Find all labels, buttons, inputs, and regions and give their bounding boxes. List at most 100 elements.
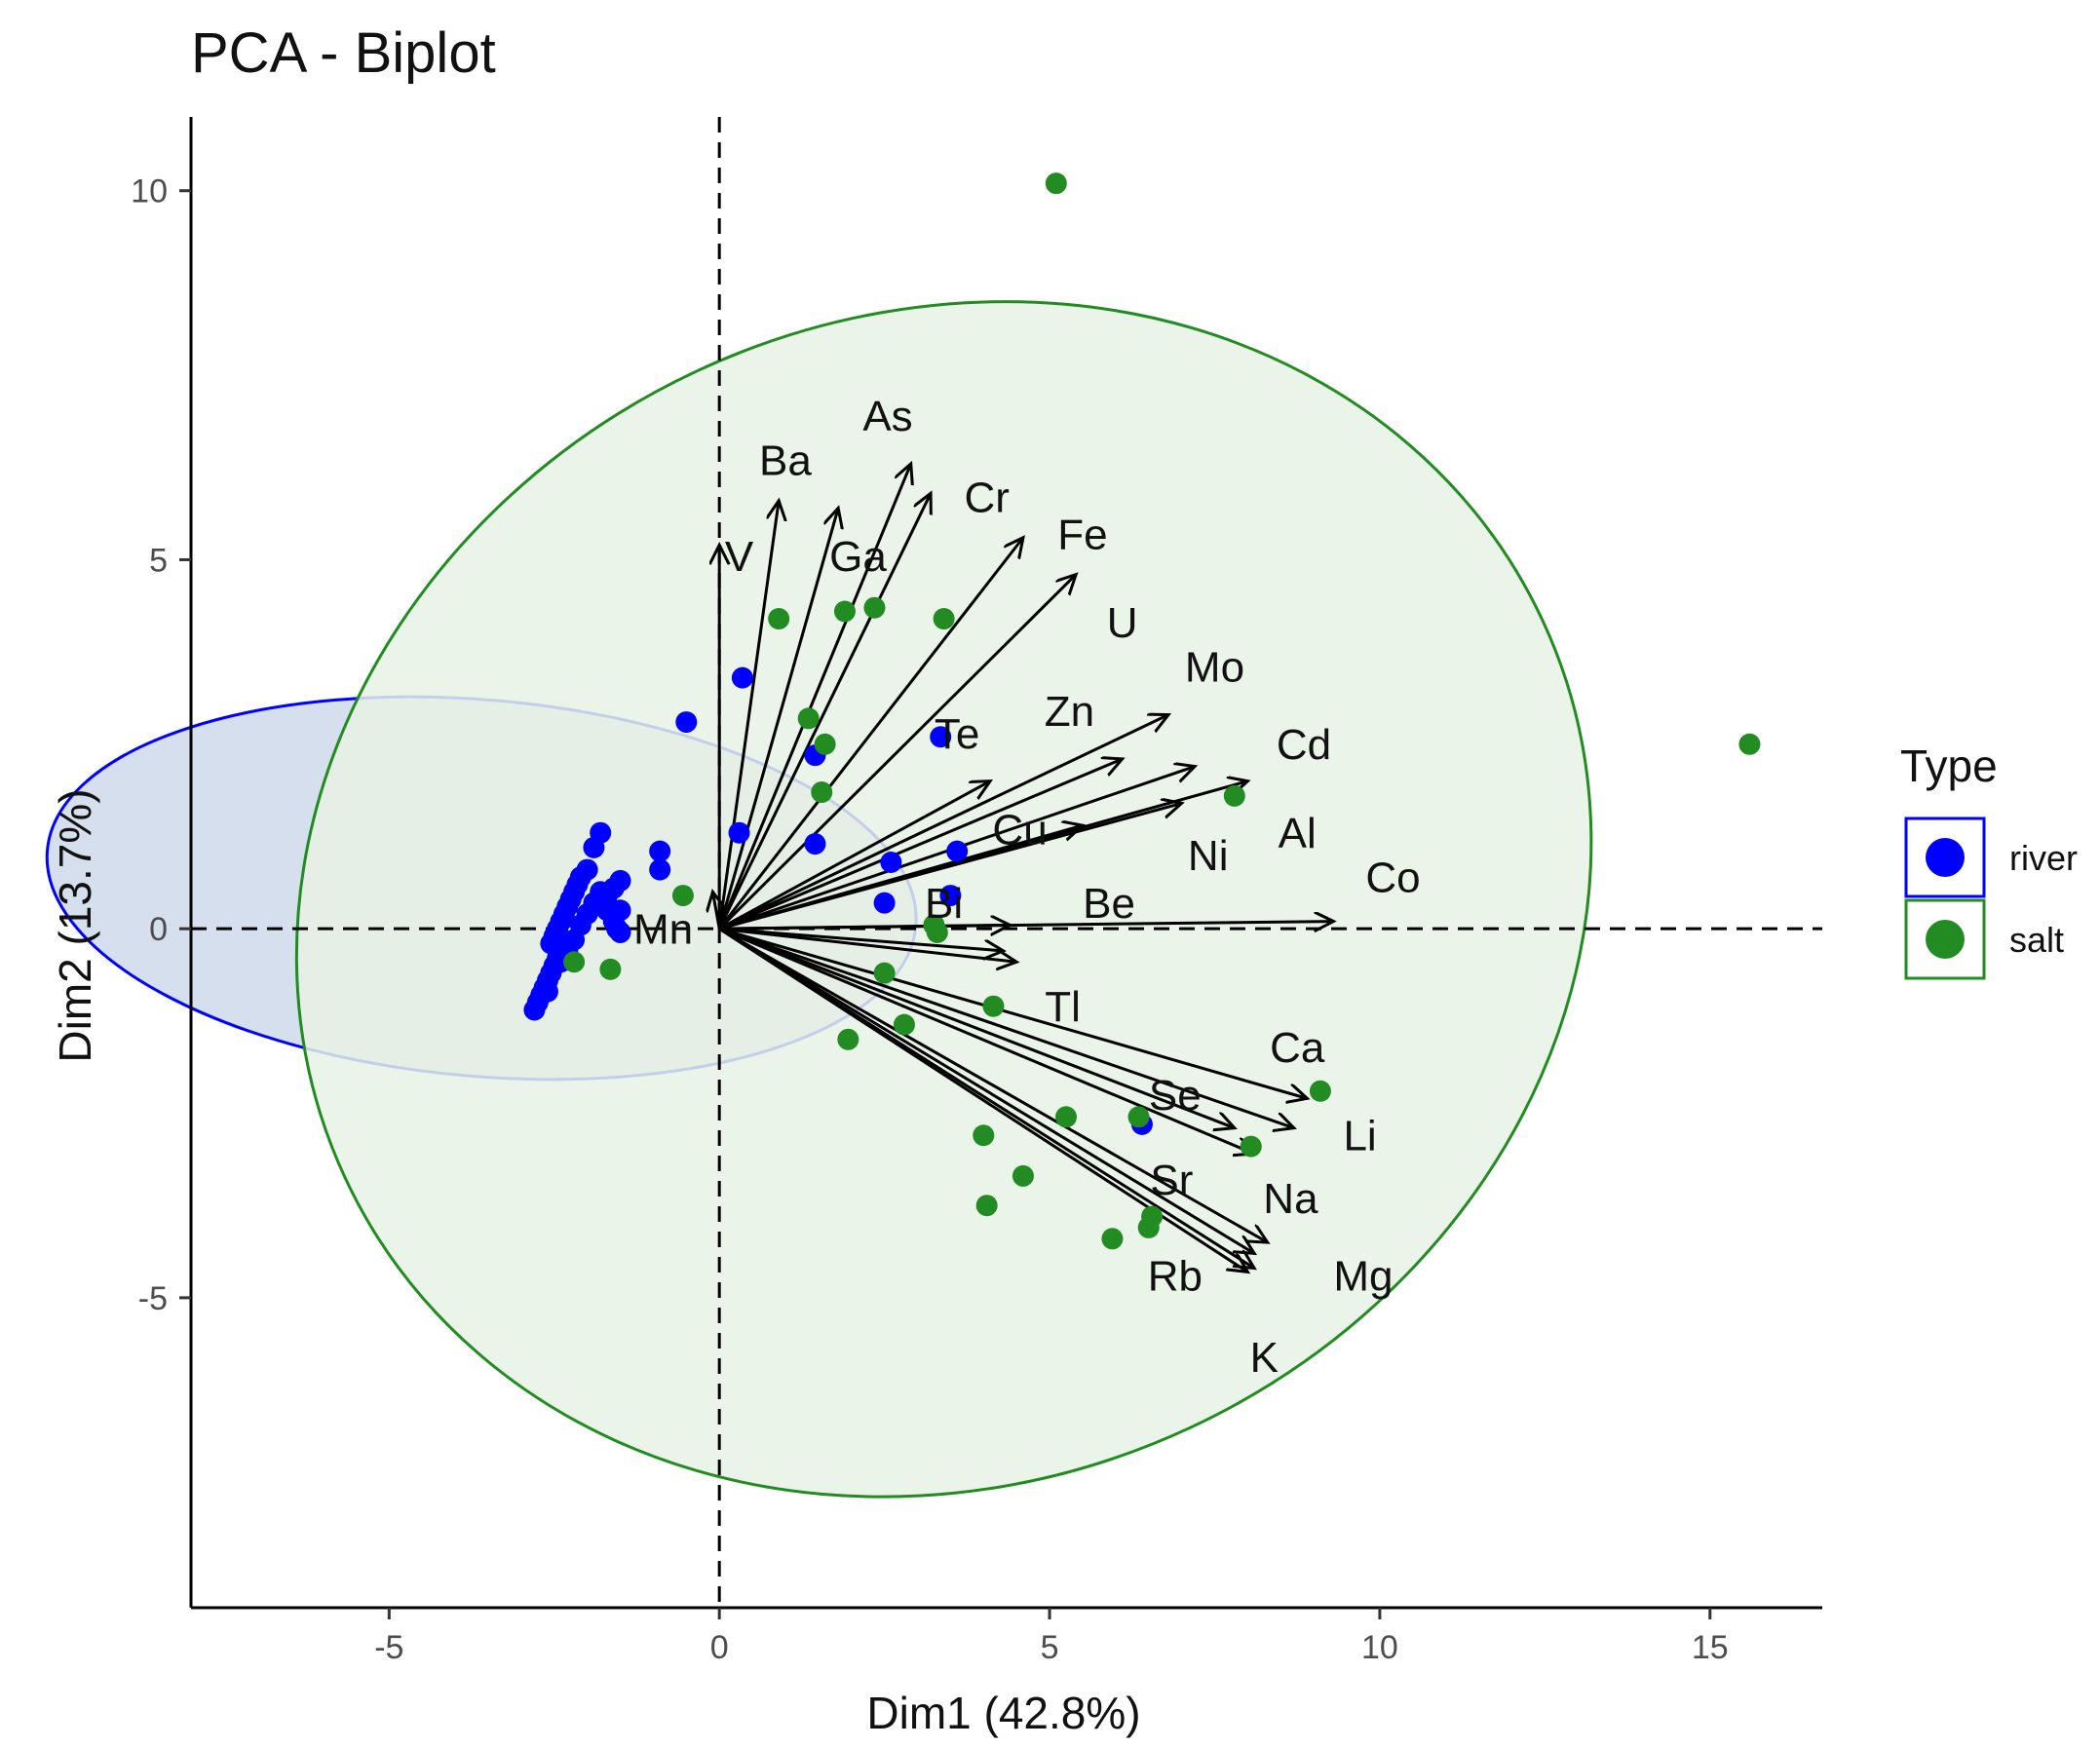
arrow-sr — [718, 927, 1254, 1154]
point-river — [576, 858, 598, 881]
label-ga: Ga — [829, 533, 887, 581]
arrow-cr — [717, 493, 931, 930]
label-cd: Cd — [1277, 721, 1331, 769]
point-river — [873, 892, 896, 914]
point-salt — [973, 1124, 995, 1147]
legend-label-river: river — [2009, 838, 2078, 878]
arrow-mn — [712, 892, 719, 930]
legend-item-river: river — [1904, 817, 2078, 898]
arrow-na — [718, 927, 1268, 1242]
point-salt — [833, 600, 856, 623]
point-salt — [873, 962, 896, 984]
point-salt — [768, 608, 790, 630]
label-u: U — [1107, 599, 1138, 647]
legend-title: Type — [1900, 741, 1998, 791]
point-salt — [797, 707, 820, 730]
point-river — [590, 821, 612, 844]
point-river — [536, 980, 558, 1003]
chart-title: PCA - Biplot — [191, 21, 496, 85]
label-ni: Ni — [1188, 832, 1229, 880]
legend-label-salt: salt — [2009, 920, 2064, 960]
point-river — [728, 821, 750, 844]
legend-marker-river — [1926, 838, 1965, 877]
arrow-be — [719, 925, 1010, 929]
label-zn: Zn — [1045, 688, 1094, 736]
y-tick-label-0: -5 — [138, 1280, 168, 1317]
label-mg: Mg — [1333, 1253, 1393, 1301]
label-tl: Tl — [1045, 983, 1081, 1031]
point-salt — [1045, 172, 1067, 195]
point-salt — [671, 885, 694, 907]
point-salt — [933, 608, 955, 630]
observation-points — [523, 172, 1761, 1250]
label-cr: Cr — [964, 474, 1009, 521]
legend-marker-salt — [1926, 920, 1965, 959]
label-rb: Rb — [1148, 1253, 1203, 1301]
arrow-fe — [718, 538, 1023, 931]
point-salt — [1054, 1106, 1077, 1128]
confidence-ellipses — [45, 300, 1593, 1499]
label-al: Al — [1279, 810, 1317, 857]
label-bi: Bi — [925, 880, 963, 928]
label-se: Se — [1149, 1072, 1202, 1120]
point-river — [804, 833, 826, 855]
arrow-tl — [719, 927, 1016, 962]
point-salt — [1240, 1135, 1262, 1158]
label-na: Na — [1263, 1175, 1318, 1223]
point-river — [649, 840, 671, 862]
point-salt — [982, 995, 1005, 1017]
point-salt — [814, 733, 836, 755]
axes — [189, 117, 1822, 1610]
label-sr: Sr — [1150, 1157, 1193, 1204]
point-river — [930, 726, 952, 748]
y-tick-label-3: 10 — [131, 173, 168, 210]
point-salt — [975, 1195, 998, 1217]
point-salt — [563, 951, 586, 973]
y-tick-label-1: 0 — [149, 911, 168, 948]
x-tick-label-3: 10 — [1361, 1629, 1398, 1666]
point-salt — [1012, 1164, 1034, 1187]
point-salt — [1738, 733, 1761, 755]
arrow-ga — [717, 508, 838, 930]
point-river — [731, 666, 753, 689]
arrow-mo — [718, 715, 1168, 931]
arrow-as — [717, 464, 911, 930]
label-as: As — [862, 393, 912, 440]
arrow-cu — [718, 825, 1083, 931]
point-salt — [1309, 1080, 1331, 1102]
legend: Type river salt — [1900, 741, 2078, 980]
arrow-ba — [717, 501, 779, 930]
point-salt — [893, 1013, 915, 1036]
point-salt — [1223, 784, 1245, 807]
point-river — [649, 858, 671, 881]
arrow-u — [718, 575, 1076, 931]
label-co: Co — [1365, 855, 1420, 902]
y-axis-ticks: -5 0 5 10 — [131, 173, 191, 1317]
label-cu: Cu — [992, 806, 1047, 854]
point-salt — [863, 596, 886, 619]
point-salt — [811, 781, 833, 804]
point-river — [939, 885, 962, 907]
point-salt — [599, 958, 622, 980]
x-tick-label-2: 5 — [1041, 1629, 1059, 1666]
label-mn: Mn — [633, 906, 693, 954]
label-te: Te — [935, 710, 979, 758]
label-be: Be — [1083, 880, 1135, 928]
label-ba: Ba — [759, 437, 812, 485]
x-tick-label-0: -5 — [374, 1629, 403, 1666]
point-salt — [1127, 1106, 1150, 1128]
arrow-mg — [718, 927, 1254, 1253]
label-k: K — [1250, 1334, 1279, 1382]
legend-item-salt: salt — [1904, 898, 2064, 980]
arrow-ca — [718, 927, 1307, 1098]
x-tick-label-4: 15 — [1692, 1629, 1729, 1666]
point-salt — [1141, 1205, 1164, 1228]
point-salt — [1101, 1228, 1124, 1250]
label-fe: Fe — [1057, 511, 1107, 558]
label-li: Li — [1343, 1113, 1376, 1160]
arrow-li — [718, 927, 1294, 1128]
arrow-te — [718, 781, 990, 931]
x-axis-ticks: -5 0 5 10 15 — [374, 1608, 1729, 1666]
point-salt — [837, 1028, 859, 1050]
